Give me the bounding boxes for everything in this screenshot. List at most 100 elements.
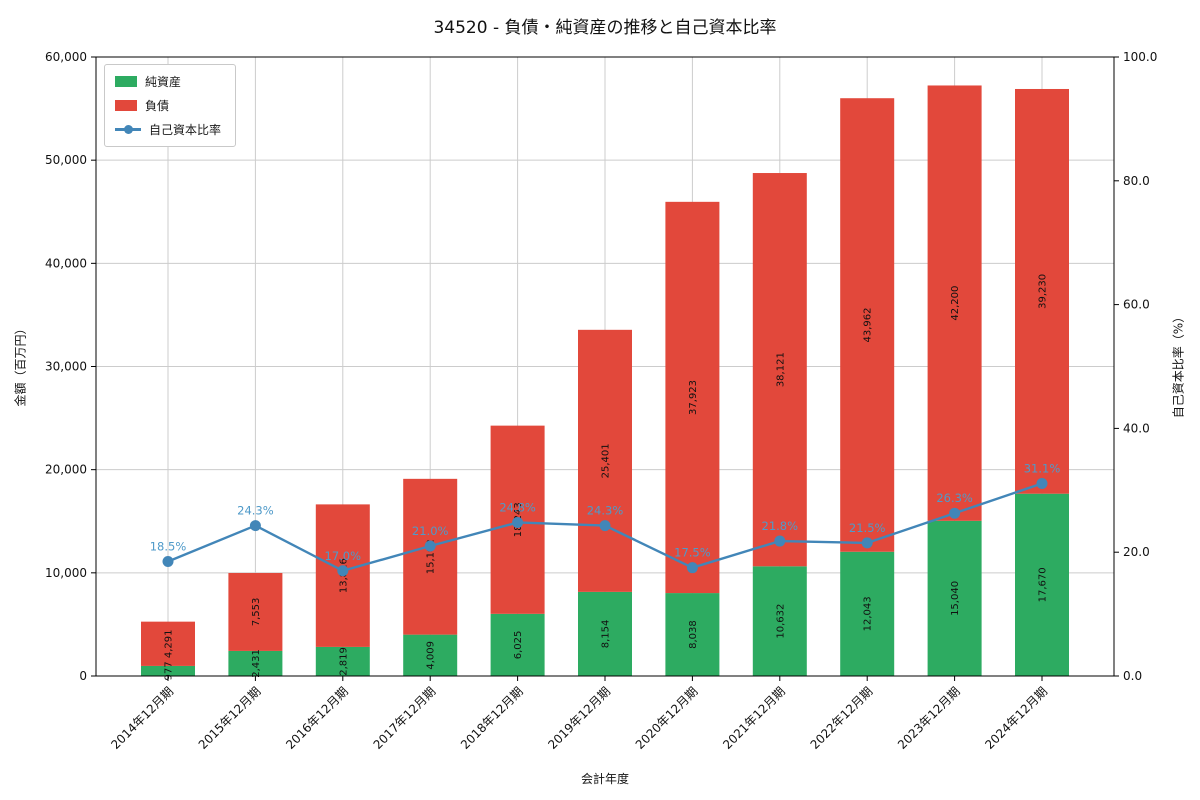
chart-title: 34520 - 負債・純資産の推移と自己資本比率 [433,18,777,38]
equity-swatch [115,76,137,87]
ratio-point [599,520,611,532]
tick-label-right: 60.0 [1123,298,1150,312]
tick-label-x: 2019年12月期 [545,684,613,752]
ratio-point [249,520,261,532]
ratio-point [949,507,961,519]
tick-label-x: 2017年12月期 [371,684,439,752]
tick-label-left: 60,000 [45,50,87,64]
bar-debt [665,201,720,594]
ratio-point [774,535,786,547]
tick-label-x: 2022年12月期 [808,684,876,752]
tick-label-x: 2024年12月期 [982,684,1050,752]
ratio-marker-icon [124,125,133,134]
legend-item-equity: 純資産 [115,73,221,90]
bar-value-label-equity: 977 [164,661,175,680]
bar-debt [752,173,807,567]
tick-label-right: 80.0 [1123,174,1150,188]
y-left-axis-label: 金額（百万円） [13,322,28,407]
bar-value-label-equity: 10,632 [775,604,786,639]
bar-equity [490,613,545,676]
bar-value-label-debt: 7,553 [251,598,262,627]
ratio-value-label: 26.3% [936,491,973,505]
legend-item-ratio: 自己資本比率 [115,121,221,138]
bar-value-label-debt: 15,102 [426,539,437,574]
tick-label-x: 2020年12月期 [633,684,701,752]
bar-value-label-equity: 2,431 [251,649,262,678]
tick-label-x: 2015年12月期 [196,684,264,752]
ratio-value-label: 21.8% [762,519,799,533]
tick-label-x: 2018年12月期 [458,684,526,752]
ratio-point [512,516,524,528]
ratio-value-label: 21.5% [849,521,886,535]
legend-label-ratio: 自己資本比率 [149,123,222,137]
bar-debt [228,572,283,651]
bar-value-label-debt: 38,121 [775,352,786,387]
ratio-point [686,562,698,574]
y-right-axis-label: 自己資本比率（%） [1171,310,1186,419]
ratio-value-label: 24.3% [237,504,274,518]
bar-equity [228,650,283,676]
bar-equity [141,665,195,676]
bar-value-label-equity: 17,670 [1038,567,1049,602]
tick-label-x: 2023年12月期 [895,684,963,752]
tick-label-left: 30,000 [45,360,87,374]
ratio-point [424,540,436,552]
ratio-value-label: 24.3% [587,504,624,518]
ratio-line-swatch [115,125,141,134]
bar-equity [1015,493,1069,676]
bar-equity [665,593,720,676]
tick-label-left: 20,000 [45,463,87,477]
tick-label-x: 2016年12月期 [283,684,351,752]
bar-debt [403,478,458,635]
ratio-point [1036,477,1048,489]
legend-label-debt: 負債 [145,99,170,113]
bar-value-label-debt: 39,230 [1038,274,1049,309]
tick-label-x: 2021年12月期 [720,684,788,752]
ratio-value-label: 31.1% [1024,461,1061,475]
bar-equity [578,591,632,676]
tick-label-left: 10,000 [45,566,87,580]
ratio-value-label: 24.8% [499,500,536,514]
tick-label-left: 0 [79,669,87,683]
bar-debt [840,98,895,552]
ratio-value-label: 21.0% [412,524,449,538]
bar-value-label-debt: 43,962 [863,307,874,342]
tick-label-left: 40,000 [45,256,87,270]
bar-value-label-debt: 25,401 [601,443,612,478]
tick-label-right: 0.0 [1123,669,1142,683]
tick-label-x: 2014年12月期 [108,684,176,752]
bar-equity [403,634,458,676]
ratio-value-label: 18.5% [150,539,187,553]
legend: 純資産 負債 自己資本比率 [104,64,237,147]
bar-debt [141,621,195,666]
bar-value-label-equity: 4,009 [426,641,437,670]
tick-label-right: 20.0 [1123,545,1150,559]
bar-equity [840,551,895,676]
ratio-point [337,565,349,577]
bar-equity [315,646,370,676]
bar-value-label-equity: 15,040 [950,581,961,616]
bar-value-label-equity: 6,025 [513,631,524,660]
ratio-value-label: 17.5% [674,546,711,560]
bar-equity [752,566,807,676]
x-axis-label: 会計年度 [580,772,629,786]
bar-value-label-equity: 12,043 [863,596,874,631]
tick-label-left: 50,000 [45,153,87,167]
bar-value-label-debt: 37,923 [688,380,699,415]
bar-equity [927,520,982,676]
ratio-point [162,555,174,567]
bar-debt [578,329,632,592]
bar-value-label-debt: 42,200 [950,286,961,321]
debt-swatch [115,100,137,111]
ratio-point [861,537,873,549]
bar-value-label-equity: 2,819 [338,647,349,676]
bar-debt [1015,88,1069,494]
bar-debt [927,85,982,521]
ratio-value-label: 17.0% [325,549,362,563]
tick-label-right: 40.0 [1123,421,1150,435]
bar-value-label-debt: 4,291 [164,629,175,658]
bar-value-label-equity: 8,154 [601,620,612,649]
tick-label-right: 100.0 [1123,50,1157,64]
